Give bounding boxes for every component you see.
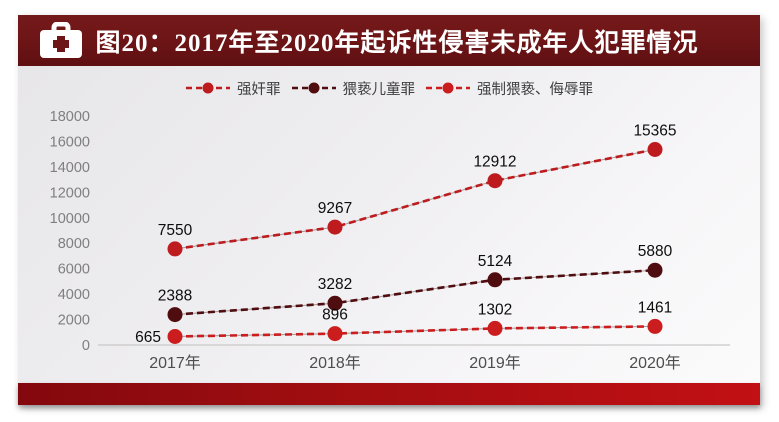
data-point-label: 1461 — [638, 299, 672, 316]
chart-header: 图20：2017年至2020年起诉性侵害未成年人犯罪情况 — [18, 15, 760, 66]
series-line-underlay — [174, 149, 656, 250]
data-point-marker — [487, 173, 503, 189]
y-axis-tick-label: 6000 — [58, 262, 90, 278]
legend-marker-icon — [291, 82, 336, 94]
footer-accent-bar — [18, 383, 760, 405]
x-axis-tick-label: 2019年 — [469, 354, 521, 372]
chart-legend: 强奸罪 猥亵儿童罪 强制猥亵、侮辱罪 — [18, 78, 760, 98]
data-point-marker — [167, 307, 183, 323]
chart-svg: 0 2000 4000 6000 8000 10000 12000 14000 16000 180… — [50, 109, 730, 372]
y-axis-tick-label: 10000 — [50, 211, 90, 227]
slide: 图20：2017年至2020年起诉性侵害未成年人犯罪情况 强奸罪 猥亵儿童罪 — [18, 15, 760, 405]
data-point-marker — [327, 219, 343, 235]
legend-item-child-molestation: 猥亵儿童罪 — [291, 78, 416, 99]
data-point-label: 3282 — [318, 276, 352, 293]
legend-label: 强奸罪 — [237, 81, 281, 98]
data-point-label: 2388 — [158, 288, 192, 305]
y-axis-tick-label: 16000 — [50, 134, 90, 150]
data-point-label: 12912 — [473, 154, 516, 171]
y-axis-tick-label: 12000 — [50, 185, 90, 201]
x-axis-tick-label: 2018年 — [309, 354, 361, 372]
y-axis-tick-label: 14000 — [50, 160, 90, 176]
data-point-marker — [327, 326, 343, 342]
y-axis-tick-label: 4000 — [58, 287, 90, 303]
y-axis-tick-label: 18000 — [50, 109, 90, 125]
data-point-label: 896 — [322, 307, 348, 324]
chart-area: 强奸罪 猥亵儿童罪 强制猥亵、侮辱罪 0 2000 4000 6000 8000 1000… — [18, 66, 760, 383]
data-point-label: 1302 — [478, 301, 512, 318]
data-point-marker — [327, 295, 343, 311]
data-point-marker — [487, 272, 503, 288]
y-axis-tick-label: 0 — [82, 338, 90, 354]
data-point-marker — [487, 320, 503, 336]
data-point-marker — [647, 318, 663, 334]
data-point-label: 9267 — [318, 200, 352, 217]
series-line — [174, 148, 656, 251]
legend-marker-icon — [426, 82, 470, 94]
first-aid-kit-icon — [32, 21, 90, 61]
y-axis-tick-label: 8000 — [58, 236, 90, 252]
x-axis-tick-label: 2020年 — [629, 354, 681, 372]
legend-label: 猥亵儿童罪 — [342, 81, 416, 98]
data-point-marker — [647, 142, 663, 157]
legend-item-rape: 强奸罪 — [185, 78, 281, 99]
legend-item-forcible-molestation: 强制猥亵、侮辱罪 — [425, 78, 593, 99]
data-point-marker — [647, 262, 663, 278]
data-point-marker — [167, 329, 183, 344]
x-axis-tick-label: 2017年 — [149, 354, 201, 372]
data-point-label: 15365 — [633, 123, 676, 140]
data-point-label: 7550 — [158, 222, 193, 239]
legend-marker-icon — [186, 82, 230, 94]
data-point-marker — [167, 241, 183, 257]
series-line — [174, 325, 656, 338]
data-point-label: 5124 — [478, 253, 513, 270]
y-axis-tick-label: 2000 — [58, 313, 90, 329]
series-line-underlay — [174, 269, 656, 316]
data-point-label: 5880 — [638, 243, 673, 260]
data-point-label: 665 — [135, 329, 161, 346]
legend-label: 强制猥亵、侮辱罪 — [477, 81, 593, 98]
series-line — [174, 268, 656, 316]
chart-title: 图20：2017年至2020年起诉性侵害未成年人犯罪情况 — [95, 29, 699, 57]
